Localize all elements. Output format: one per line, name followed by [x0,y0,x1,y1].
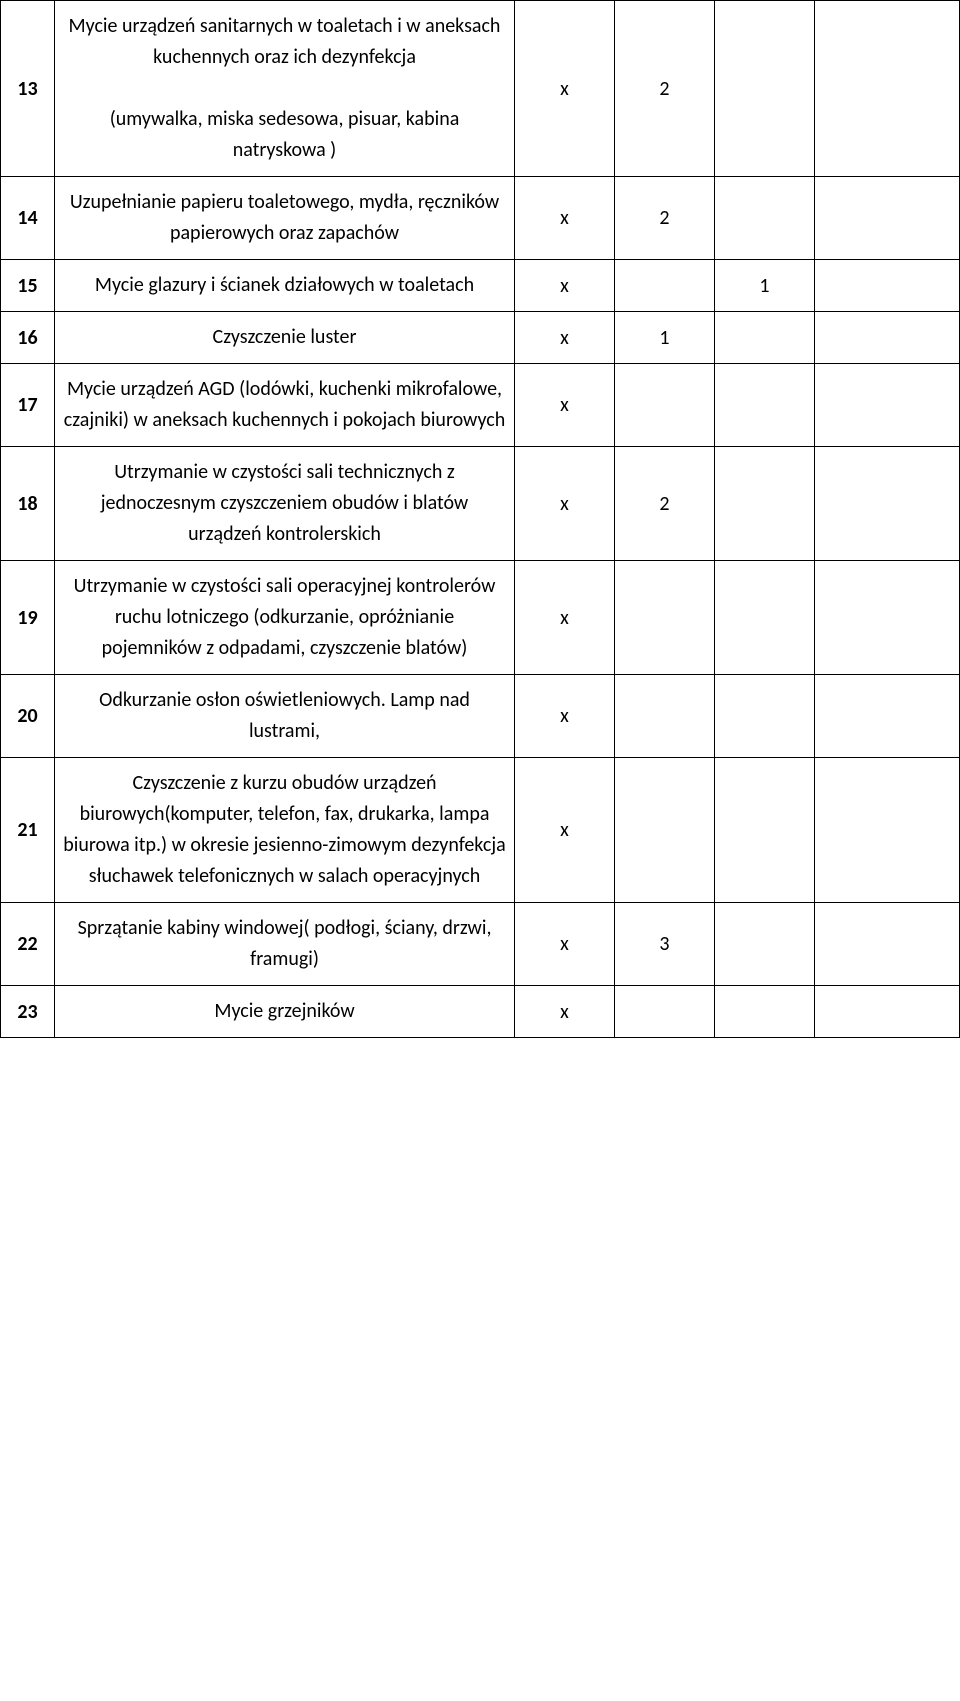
count-cell: 2 [615,1,715,177]
extra-cell-1 [715,561,815,675]
task-description: Utrzymanie w czystości sali operacyjnej … [55,561,515,675]
extra-cell-2 [815,675,960,758]
row-number: 17 [1,364,55,447]
mark-cell: x [515,1,615,177]
extra-cell-1 [715,312,815,364]
table-row: 15Mycie glazury i ścianek działowych w t… [1,260,960,312]
table-row: 13Mycie urządzeń sanitarnych w toaletach… [1,1,960,177]
row-number: 23 [1,986,55,1038]
row-number: 13 [1,1,55,177]
row-number: 15 [1,260,55,312]
mark-cell: x [515,986,615,1038]
row-number: 22 [1,903,55,986]
task-description: Mycie grzejników [55,986,515,1038]
count-cell [615,675,715,758]
row-number: 16 [1,312,55,364]
extra-cell-2 [815,177,960,260]
row-number: 21 [1,758,55,903]
mark-cell: x [515,260,615,312]
task-description: Sprzątanie kabiny windowej( podłogi, ści… [55,903,515,986]
extra-cell-2 [815,758,960,903]
mark-cell: x [515,903,615,986]
row-number: 20 [1,675,55,758]
cleaning-tasks-table: 13Mycie urządzeń sanitarnych w toaletach… [0,0,960,1038]
table-row: 19Utrzymanie w czystości sali operacyjne… [1,561,960,675]
table-row: 22Sprzątanie kabiny windowej( podłogi, ś… [1,903,960,986]
table-row: 17Mycie urządzeń AGD (lodówki, kuchenki … [1,364,960,447]
count-cell: 1 [615,312,715,364]
table-row: 18Utrzymanie w czystości sali techniczny… [1,447,960,561]
extra-cell-2 [815,561,960,675]
extra-cell-1 [715,1,815,177]
task-description: Odkurzanie osłon oświetleniowych. Lamp n… [55,675,515,758]
extra-cell-1 [715,986,815,1038]
task-description: Czyszczenie z kurzu obudów urządzeń biur… [55,758,515,903]
task-description: Mycie urządzeń AGD (lodówki, kuchenki mi… [55,364,515,447]
extra-cell-1: 1 [715,260,815,312]
extra-cell-2 [815,312,960,364]
table-row: 14Uzupełnianie papieru toaletowego, mydł… [1,177,960,260]
task-description: Mycie urządzeń sanitarnych w toaletach i… [55,1,515,177]
table-row: 21Czyszczenie z kurzu obudów urządzeń bi… [1,758,960,903]
count-cell: 3 [615,903,715,986]
mark-cell: x [515,675,615,758]
extra-cell-1 [715,177,815,260]
count-cell [615,260,715,312]
extra-cell-1 [715,364,815,447]
extra-cell-1 [715,675,815,758]
count-cell [615,364,715,447]
mark-cell: x [515,177,615,260]
task-description: Uzupełnianie papieru toaletowego, mydła,… [55,177,515,260]
count-cell [615,758,715,903]
table-row: 16Czyszczenie lusterx1 [1,312,960,364]
extra-cell-2 [815,986,960,1038]
mark-cell: x [515,312,615,364]
count-cell [615,561,715,675]
mark-cell: x [515,561,615,675]
table-row: 20Odkurzanie osłon oświetleniowych. Lamp… [1,675,960,758]
extra-cell-2 [815,903,960,986]
task-description: Mycie glazury i ścianek działowych w toa… [55,260,515,312]
extra-cell-1 [715,758,815,903]
extra-cell-2 [815,364,960,447]
extra-cell-2 [815,447,960,561]
extra-cell-1 [715,903,815,986]
task-description: Czyszczenie luster [55,312,515,364]
row-number: 14 [1,177,55,260]
extra-cell-2 [815,260,960,312]
extra-cell-1 [715,447,815,561]
mark-cell: x [515,758,615,903]
count-cell: 2 [615,447,715,561]
table-row: 23Mycie grzejnikówx [1,986,960,1038]
task-description: Utrzymanie w czystości sali technicznych… [55,447,515,561]
row-number: 19 [1,561,55,675]
count-cell: 2 [615,177,715,260]
count-cell [615,986,715,1038]
mark-cell: x [515,364,615,447]
row-number: 18 [1,447,55,561]
mark-cell: x [515,447,615,561]
extra-cell-2 [815,1,960,177]
